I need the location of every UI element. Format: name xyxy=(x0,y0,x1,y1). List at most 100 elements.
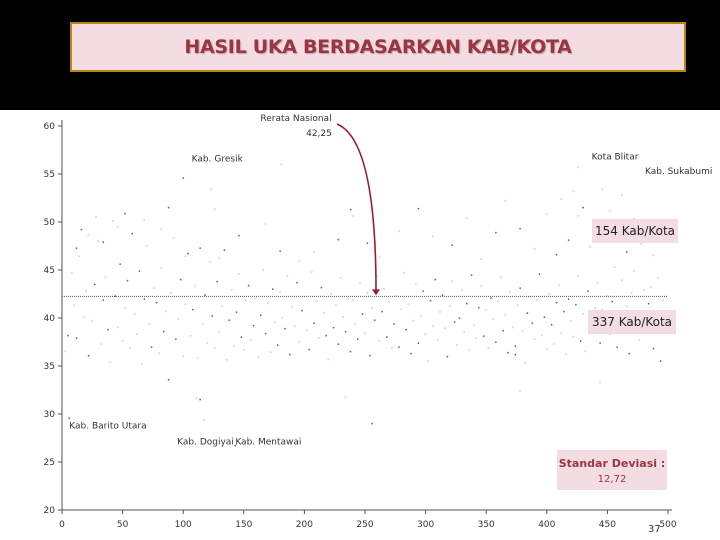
data-point: ◦ xyxy=(249,337,253,344)
x-tick-label: 500 xyxy=(659,520,676,530)
data-point: ◦ xyxy=(487,345,491,352)
data-point: ◦ xyxy=(254,295,258,302)
data-point: ◦ xyxy=(147,321,151,328)
data-point: ∙ xyxy=(579,338,583,345)
data-point: ◦ xyxy=(652,253,656,260)
data-point: ∙ xyxy=(421,288,425,295)
data-point: ∙ xyxy=(167,205,171,212)
page-title: HASIL UKA BERDASARKAN KAB/KOTA xyxy=(184,36,572,58)
data-point: ∙ xyxy=(615,344,619,351)
data-point: ∙ xyxy=(155,300,159,307)
data-point: ◦ xyxy=(601,186,605,193)
annotation-label: Kab. Barito Utara xyxy=(69,421,146,431)
data-point: ∙ xyxy=(198,397,202,404)
data-point: ∙ xyxy=(489,295,493,302)
data-point: ◦ xyxy=(358,280,362,287)
data-point: ◦ xyxy=(218,255,222,262)
data-point: ◦ xyxy=(528,294,532,301)
data-point: ◦ xyxy=(577,164,581,171)
data-point: ◦ xyxy=(208,259,212,266)
data-point: ∙ xyxy=(239,334,243,341)
below-average-count: 337 Kab/Kota xyxy=(591,315,673,329)
y-tick-label: 40 xyxy=(44,314,56,324)
data-point: ∙ xyxy=(247,282,251,289)
data-point: ◦ xyxy=(329,291,333,298)
data-point: ◦ xyxy=(351,213,355,220)
data-point: ∙ xyxy=(647,301,651,308)
data-point: ◦ xyxy=(184,302,188,309)
data-point: ◦ xyxy=(133,311,137,318)
data-point: ◦ xyxy=(564,351,568,358)
data-point: ◦ xyxy=(64,349,68,356)
y-tick-label: 55 xyxy=(44,170,55,180)
data-point: ◦ xyxy=(339,276,343,283)
data-point: ◦ xyxy=(402,270,406,277)
data-point: ◦ xyxy=(363,330,367,337)
data-point: ◦ xyxy=(317,335,321,342)
data-point: ∙ xyxy=(470,272,474,279)
data-point: ∙ xyxy=(130,231,134,238)
data-point: ◦ xyxy=(99,341,103,348)
data-point: ∙ xyxy=(80,227,84,234)
data-point: ◦ xyxy=(334,303,338,310)
data-point: ◦ xyxy=(443,326,447,333)
x-tick-label: 400 xyxy=(538,520,555,530)
data-point: ◦ xyxy=(72,303,76,310)
data-point: ◦ xyxy=(70,270,74,277)
data-point: ◦ xyxy=(195,396,199,403)
data-point: ◦ xyxy=(577,213,581,220)
data-point: ◦ xyxy=(460,287,464,294)
data-points: ◦∙◦◦∙◦∙◦◦∙◦∙◦◦∙◦∙◦◦∙◦∙◦◦∙◦∙◦◦∙◦∙◦◦∙◦∙◦◦∙… xyxy=(64,161,665,449)
data-point: ◦ xyxy=(455,342,459,349)
data-point: ◦ xyxy=(632,268,636,275)
data-point: ∙ xyxy=(433,277,437,284)
data-point: ∙ xyxy=(550,322,554,329)
data-point: ∙ xyxy=(101,239,105,246)
data-point: ◦ xyxy=(509,289,513,296)
data-point: ◦ xyxy=(116,325,120,332)
data-point: ◦ xyxy=(480,256,484,263)
data-point: ∙ xyxy=(574,302,578,309)
data-point: ◦ xyxy=(264,221,268,228)
reference-line-group: Rerata Nasional 42,25 xyxy=(62,114,668,297)
data-point: ◦ xyxy=(201,322,205,329)
reference-arrow xyxy=(336,123,377,291)
data-point: ∙ xyxy=(366,240,370,247)
data-point: ∙ xyxy=(373,317,377,324)
std-dev-value: 12,72 xyxy=(597,474,627,485)
data-point: ◦ xyxy=(303,294,307,301)
data-point: ◦ xyxy=(177,316,181,323)
data-point: ∙ xyxy=(106,327,110,334)
data-point: ◦ xyxy=(286,274,290,281)
data-point: ◦ xyxy=(545,347,549,354)
data-point: ∙ xyxy=(446,353,450,360)
data-point: ◦ xyxy=(625,303,629,310)
data-point: ◦ xyxy=(315,299,319,306)
data-point: ◦ xyxy=(484,307,488,314)
data-point: ∙ xyxy=(416,340,420,347)
data-point: ◦ xyxy=(390,346,394,353)
data-point: ◦ xyxy=(354,322,358,329)
y-tick-label: 20 xyxy=(44,506,56,516)
data-point: ∙ xyxy=(518,226,522,233)
data-point: ◦ xyxy=(213,207,217,214)
data-point: ◦ xyxy=(535,297,539,304)
data-point: ∙ xyxy=(67,415,71,422)
data-point: ◦ xyxy=(298,258,302,265)
data-point: ∙ xyxy=(227,317,231,324)
data-point: ◦ xyxy=(557,282,561,289)
data-point: ◦ xyxy=(383,286,387,293)
data-point: ◦ xyxy=(123,305,127,312)
data-point: ∙ xyxy=(494,339,498,346)
data-point: ◦ xyxy=(280,161,284,168)
data-point: ◦ xyxy=(375,273,379,280)
data-point: ∙ xyxy=(441,292,445,299)
data-point: ◦ xyxy=(572,334,576,341)
data-point: ◦ xyxy=(278,289,282,296)
data-point: ◦ xyxy=(560,330,564,337)
x-tick-label: 100 xyxy=(175,520,192,530)
data-point: ∙ xyxy=(138,268,142,275)
data-point: ◦ xyxy=(351,297,355,304)
data-point: ◦ xyxy=(448,303,452,310)
